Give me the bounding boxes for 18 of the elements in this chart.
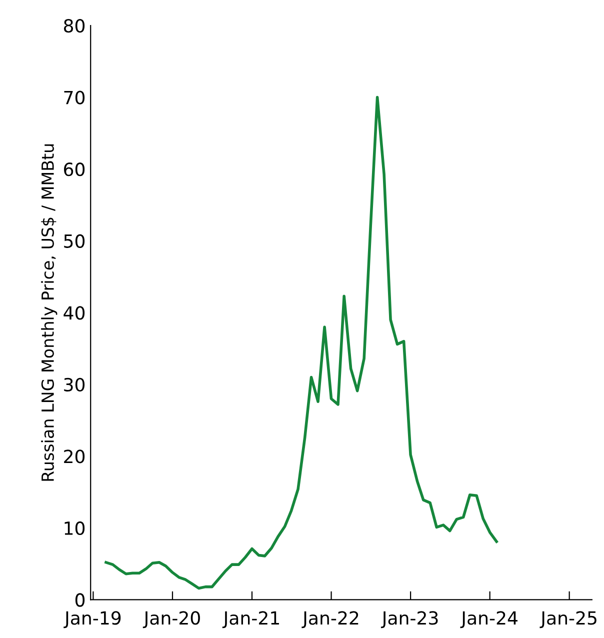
- x-tick-label: Jan-23: [380, 611, 438, 628]
- x-tick-label: Jan-25: [540, 611, 596, 628]
- y-axis-title: Russian LNG Monthly Price, US$ / MMBtu: [41, 144, 58, 481]
- x-tick-label: Jan-24: [460, 611, 518, 628]
- y-tick-label: 50: [64, 234, 85, 248]
- x-tick-label: Jan-21: [222, 611, 279, 628]
- y-tick-label: 60: [64, 162, 85, 176]
- y-tick-label: 70: [64, 90, 85, 104]
- x-tick-label: Jan-22: [302, 611, 358, 628]
- y-tick-label: 20: [64, 450, 85, 464]
- line-series: [104, 96, 498, 590]
- y-tick-label: 80: [64, 18, 85, 33]
- y-tick-label: 40: [64, 306, 85, 320]
- x-tick-label: Jan-20: [142, 611, 200, 628]
- x-tick-label: Jan-19: [64, 611, 121, 628]
- y-tick-label: 0: [75, 593, 85, 607]
- y-tick-label: 10: [64, 521, 85, 536]
- y-tick-label: 30: [64, 378, 85, 392]
